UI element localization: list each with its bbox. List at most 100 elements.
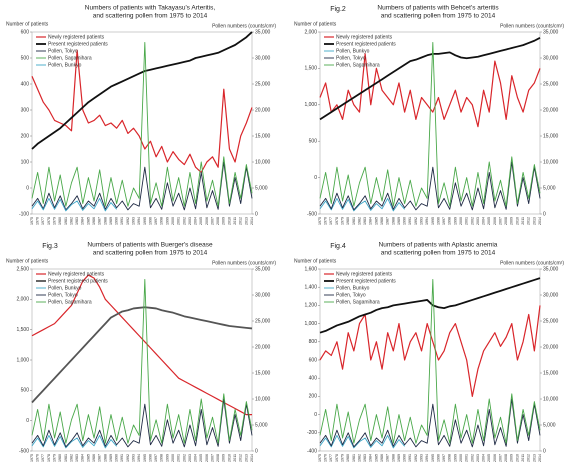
y2-tick-label: 15,000 [543,370,559,376]
x-tick-label: 1992 [126,454,130,462]
x-tick-label: 1998 [160,217,164,225]
x-tick-label: 1986 [380,454,384,462]
legend-label: Pollen, Sagamihara [48,55,92,61]
y-tick-label: 600 [309,357,318,363]
x-tick-label: 1995 [143,217,147,225]
x-tick-label: 1989 [109,217,113,225]
x-tick-label: 1994 [425,217,429,225]
x-tick-label: 1979 [341,217,345,225]
x-tick-label: 2010 [227,217,231,225]
x-tick-label: 2012 [527,217,531,225]
plot-frame [31,31,253,215]
x-tick-label: 1979 [341,454,345,462]
y2-tick-label: 20,000 [255,107,271,113]
y-tick-label: 0 [314,412,317,418]
y-tick-label: 600 [21,29,30,35]
x-tick-label: 2004 [482,454,486,462]
x-tick-label: 1986 [92,217,96,225]
y2-axis-label: Pollen numbers (counts/cm²) [212,260,276,266]
y2-axis-label: Pollen numbers (counts/cm²) [500,23,564,29]
x-tick-label: 1996 [436,217,440,225]
x-tick-label: 2003 [188,217,192,225]
x-tick-label: 1988 [103,454,107,462]
x-tick-label: 1982 [357,454,361,462]
x-tick-label: 1981 [64,454,68,462]
y2-tick-label: 25,000 [255,81,271,87]
series-line [31,398,253,448]
y-tick-label: -100 [19,211,29,217]
x-tick-label: 1982 [357,217,361,225]
x-tick-label: 2001 [177,217,181,225]
legend-label: Newly registered patients [48,34,105,40]
x-tick-label: 2000 [171,454,175,462]
y2-tick-label: 15,000 [255,370,271,376]
x-tick-label: 2014 [250,454,254,462]
y-tick-label: 1,000 [304,102,317,108]
x-tick-label: 1987 [386,217,390,225]
x-tick-label: 2014 [538,454,542,462]
x-tick-label: 1986 [380,217,384,225]
x-tick-label: 2011 [233,454,237,462]
x-tick-label: 1977 [41,217,45,225]
y-tick-label: 400 [309,376,318,382]
x-tick-label: 1997 [154,454,158,462]
x-tick-label: 2008 [216,454,220,462]
chart-title: Numbers of patients with Behcet's arteri… [377,5,499,12]
x-tick-label: 1987 [98,454,102,462]
y2-tick-label: 10,000 [543,159,559,165]
x-tick-label: 2009 [222,454,226,462]
y2-tick-label: 10,000 [543,396,559,402]
x-tick-label: 1981 [64,217,68,225]
x-tick-label: 1991 [408,217,412,225]
legend-label: Present registered patients [336,278,396,284]
y-tick-label: 1,000 [304,321,317,327]
y2-tick-label: 35,000 [543,266,559,272]
x-tick-label: 2001 [465,454,469,462]
series-line [31,31,253,150]
x-tick-label: 1998 [448,454,452,462]
x-tick-label: 2006 [205,217,209,225]
y2-tick-label: 10,000 [255,159,271,165]
y-tick-label: -400 [307,448,317,454]
x-tick-label: 1996 [148,454,152,462]
series-line [319,37,541,121]
y2-tick-label: 25,000 [543,81,559,87]
x-tick-label: 1978 [335,454,339,462]
y-tick-label: 300 [21,107,30,113]
y2-tick-label: 0 [543,448,546,454]
figure-label: Fig.3 [42,243,58,250]
x-tick-label: 2009 [510,217,514,225]
x-tick-label: 1992 [414,454,418,462]
y2-axis-label: Pollen numbers (counts/cm²) [212,23,276,29]
series-line [319,305,541,397]
x-tick-label: 1978 [47,454,51,462]
y2-tick-label: 35,000 [255,29,271,35]
y-tick-label: 200 [21,133,30,139]
chart-title: and scattering pollen from 1975 to 2014 [93,13,208,20]
y2-tick-label: 0 [543,211,546,217]
y-tick-label: 2,000 [304,29,317,35]
y2-tick-label: 5,000 [543,422,556,428]
series-line [319,434,405,449]
x-tick-label: 2004 [482,217,486,225]
y2-tick-label: 0 [255,448,258,454]
x-tick-label: 1995 [431,454,435,462]
chart-title: and scattering pollen from 1975 to 2014 [93,250,208,257]
y-tick-label: 2,500 [16,266,29,272]
y2-tick-label: 30,000 [255,292,271,298]
chart-title: and scattering pollen from 1975 to 2014 [381,13,496,20]
legend-label: Newly registered patients [48,271,105,277]
x-tick-label: 2014 [538,217,542,225]
x-tick-label: 1988 [103,217,107,225]
x-tick-label: 2000 [459,454,463,462]
x-tick-label: 1993 [131,454,135,462]
y-tick-label: 0 [314,175,317,181]
x-tick-label: 2001 [465,217,469,225]
x-tick-label: 2003 [476,217,480,225]
legend-label: Pollen, Sagamihara [336,299,380,305]
y-tick-label: 1,200 [304,303,317,309]
y2-tick-label: 0 [255,211,258,217]
legend-label: Newly registered patients [336,271,393,277]
y-tick-label: 1,500 [304,66,317,72]
x-tick-label: 2011 [233,217,237,225]
